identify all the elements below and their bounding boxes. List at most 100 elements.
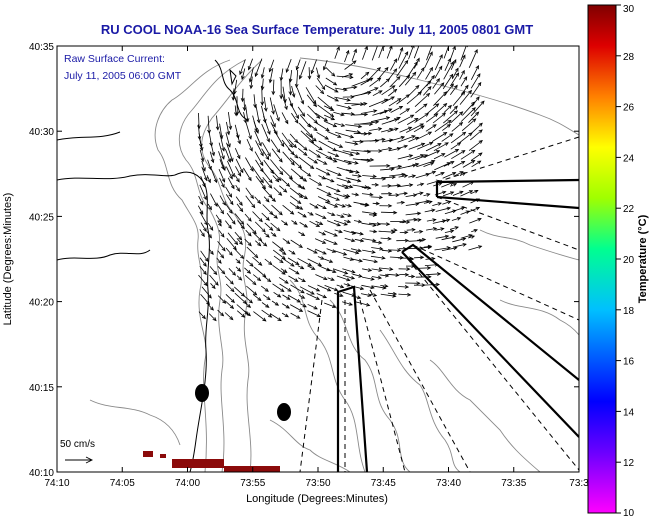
current-vector (235, 166, 242, 177)
current-vector (453, 243, 467, 248)
current-vector-head (405, 108, 411, 113)
current-vector (407, 85, 420, 97)
current-vector (468, 245, 482, 251)
current-vector (326, 268, 336, 273)
current-vector (379, 168, 395, 171)
current-vector (389, 173, 405, 177)
colorbar-tick-label: 28 (623, 52, 635, 63)
current-vector (234, 148, 241, 159)
current-vector (236, 238, 243, 245)
current-vector (252, 231, 262, 242)
current-vector (450, 111, 463, 124)
current-vector (299, 303, 307, 308)
current-vector (260, 285, 269, 292)
current-vector (324, 285, 338, 291)
current-vector-head (268, 184, 273, 189)
current-vector (345, 129, 361, 133)
current-vector (378, 267, 393, 270)
current-vector (326, 169, 342, 176)
current-vector-head (449, 191, 455, 195)
current-vector (315, 274, 327, 280)
current-vector-head (451, 235, 457, 240)
current-vector (351, 149, 371, 153)
current-vector (442, 172, 456, 179)
current-vector-head (351, 269, 356, 274)
current-vector-head (298, 75, 303, 80)
current-vector (413, 46, 420, 59)
current-vector-head (238, 236, 243, 241)
current-vector (351, 295, 361, 299)
current-vector-head (372, 174, 377, 179)
current-vector-head (367, 186, 372, 190)
current-vector (262, 177, 273, 189)
current-vector (389, 165, 402, 169)
current-vector (342, 274, 355, 279)
current-vector-head (203, 176, 208, 182)
current-vector (470, 100, 485, 117)
current-vector (423, 162, 434, 167)
current-vector-head (415, 202, 420, 207)
current-vector (197, 205, 204, 215)
current-vector-head (428, 200, 433, 205)
current-vector-head (231, 173, 235, 178)
current-vector-head (412, 71, 417, 76)
colorbar-tick-label: 30 (623, 4, 635, 15)
current-vector (342, 291, 356, 297)
current-vector-head (377, 127, 383, 131)
current-vector-head (202, 183, 206, 188)
current-vector (242, 294, 253, 304)
current-vector-head (294, 278, 299, 282)
current-vector-head (439, 54, 443, 59)
current-vector-head (322, 215, 327, 219)
current-vector (361, 87, 379, 95)
current-vector-head (265, 216, 270, 221)
current-vector-head (449, 133, 454, 137)
current-vector-head (260, 74, 265, 79)
current-vector (405, 203, 419, 206)
current-vector (273, 187, 282, 196)
current-vector-head (480, 100, 485, 105)
current-vector-head (453, 105, 458, 110)
current-vector (261, 169, 273, 183)
current-vector (460, 85, 469, 96)
current-vector (441, 133, 454, 142)
current-vector-head (426, 92, 431, 97)
current-vector (282, 204, 294, 215)
current-vector (207, 222, 214, 231)
current-vector-head (478, 245, 483, 249)
x-tick-label: 74:05 (110, 478, 135, 489)
current-vector-head (307, 262, 313, 267)
current-vector (228, 112, 232, 130)
current-vector (459, 55, 466, 68)
current-vector (444, 230, 454, 233)
current-vector-head (373, 259, 379, 264)
current-vector-head (203, 227, 207, 232)
current-vector (290, 304, 303, 312)
current-vector (270, 196, 276, 202)
current-vector-head (393, 58, 398, 63)
current-vector (245, 120, 252, 140)
current-vector (226, 142, 233, 162)
current-vector (236, 275, 242, 281)
current-vector (343, 230, 356, 234)
current-vector (201, 166, 208, 181)
current-vector-head (427, 275, 432, 279)
current-vector-head (213, 178, 218, 184)
current-vector-head (330, 107, 335, 111)
current-vector (344, 141, 358, 145)
current-vector (460, 150, 475, 160)
current-vector-head (346, 97, 351, 102)
current-vector-head (239, 169, 244, 174)
current-vector-head (332, 123, 338, 128)
current-vector-head (459, 190, 464, 195)
current-vector-head (323, 117, 329, 122)
current-vector (234, 213, 244, 225)
colorbar-tick-label: 22 (623, 204, 635, 215)
current-vector (414, 93, 430, 107)
current-vector-head (367, 268, 373, 272)
current-vector (250, 76, 253, 89)
x-axis-label: Longitude (Degrees:Minutes) (246, 493, 388, 505)
current-vector-head (319, 221, 324, 225)
current-vector (199, 265, 207, 275)
current-vector-head (354, 160, 359, 165)
